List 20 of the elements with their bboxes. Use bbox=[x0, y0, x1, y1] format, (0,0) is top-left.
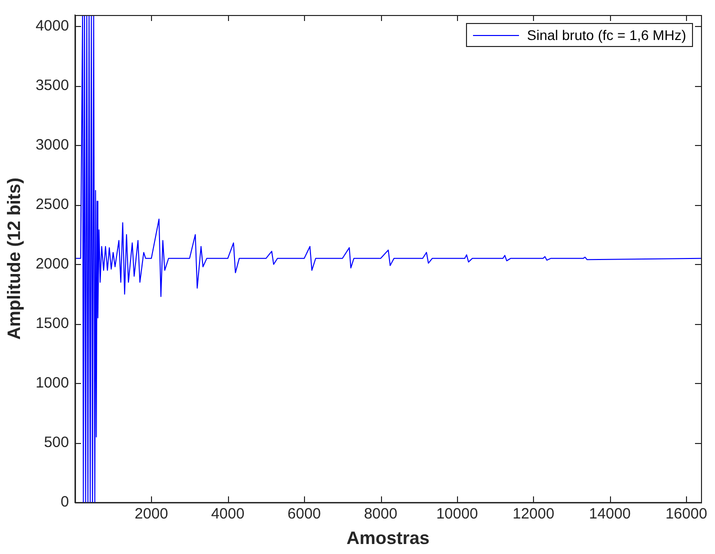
x-tick-label: 8000 bbox=[364, 506, 398, 523]
x-axis-title: Amostras bbox=[346, 528, 430, 548]
y-tick-label: 3000 bbox=[36, 136, 69, 154]
y-axis-title: Amplitude (12 bits) bbox=[4, 178, 24, 340]
y-tick-label: 1000 bbox=[36, 374, 69, 392]
y-tick-label: 1500 bbox=[36, 315, 69, 332]
y-tick-label: 2000 bbox=[36, 255, 69, 272]
y-tick-label: 2500 bbox=[36, 196, 69, 213]
x-tick-label: 2000 bbox=[134, 506, 168, 523]
x-tick-label: 6000 bbox=[288, 506, 321, 523]
x-tick-label: 4000 bbox=[211, 506, 244, 523]
x-tick-label: 12000 bbox=[512, 506, 554, 523]
x-tick-label: 16000 bbox=[665, 506, 708, 523]
legend-label: Sinal bruto (fc = 1,6 MHz) bbox=[527, 27, 686, 43]
y-tick-label: 0 bbox=[60, 494, 69, 511]
y-tick-label: 500 bbox=[44, 434, 69, 452]
y-tick-label: 3500 bbox=[36, 76, 69, 94]
x-tick-label: 10000 bbox=[436, 506, 478, 523]
x-tick-label: 14000 bbox=[589, 506, 631, 523]
y-tick-label: 4000 bbox=[36, 17, 69, 34]
